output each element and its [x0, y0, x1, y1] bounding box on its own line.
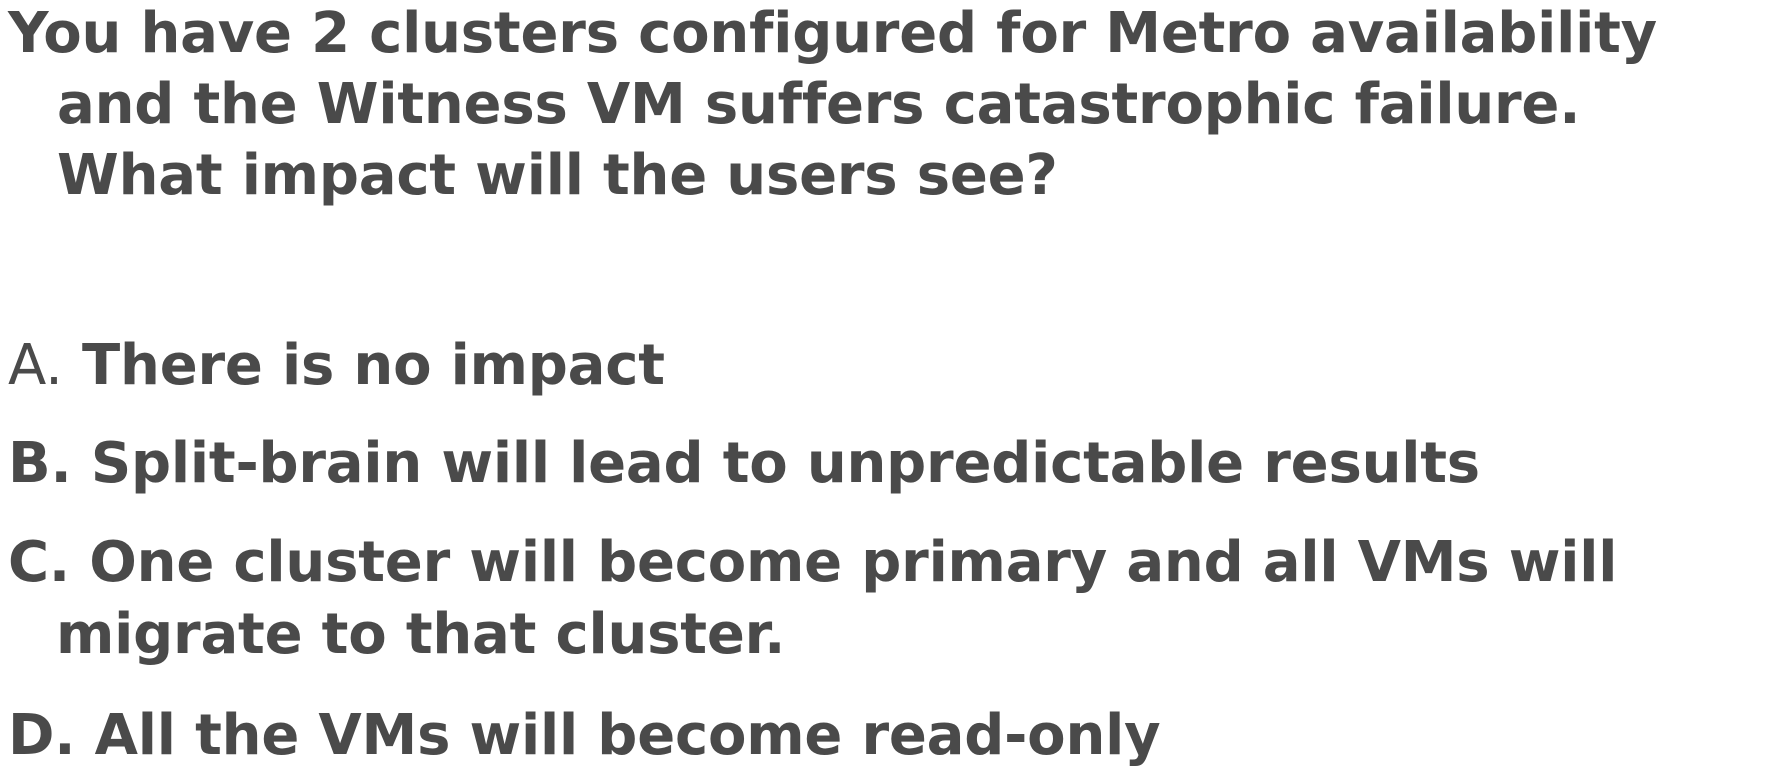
option-letter: C. — [8, 530, 70, 595]
option-letter: D. — [8, 703, 76, 768]
option-text: One cluster will become primary and all … — [56, 530, 1618, 667]
question-text: You have 2 clusters configured for Metro… — [8, 1, 1657, 208]
option-text: Split-brain will lead to unpredictable r… — [90, 431, 1480, 496]
option-b[interactable]: B. Split-brain will lead to unpredictabl… — [8, 428, 1753, 500]
option-text: All the VMs will become read-only — [94, 703, 1161, 768]
option-a[interactable]: A. There is no impact — [8, 330, 1753, 402]
option-letter: A. — [8, 333, 63, 398]
option-c[interactable]: C. One cluster will become primary and a… — [8, 527, 1753, 671]
option-text: There is no impact — [82, 333, 665, 398]
option-letter: B. — [8, 431, 72, 496]
option-d[interactable]: D. All the VMs will become read-only — [8, 700, 1753, 772]
